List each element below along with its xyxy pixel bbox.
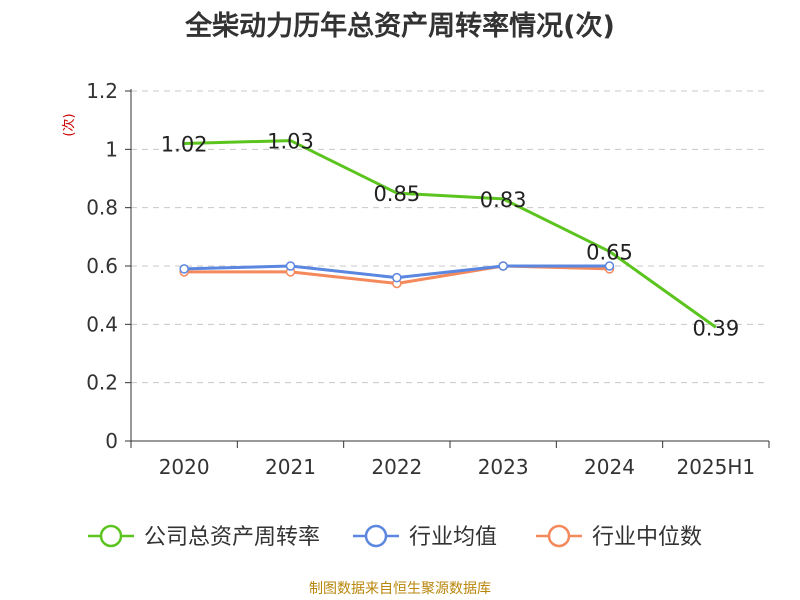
x-tick-label: 2022 (371, 455, 422, 479)
data-point (498, 261, 508, 271)
y-tick-label: 0.2 (86, 371, 118, 395)
data-label: 1.02 (161, 133, 208, 157)
legend[interactable]: 公司总资产周转率 行业均值 行业中位数 (88, 524, 702, 550)
x-tick-label: 2025H1 (676, 455, 755, 479)
data-label: 0.65 (586, 240, 633, 264)
y-tick-label: 1.2 (86, 79, 118, 103)
y-tick-label: 0.8 (86, 196, 118, 220)
legend-marker (364, 524, 388, 548)
legend-item[interactable]: 公司总资产周转率 (88, 524, 320, 550)
data-point (604, 261, 615, 271)
legend-item[interactable]: 行业均值 (353, 524, 497, 550)
x-tick-label: 2020 (159, 455, 210, 479)
data-point (392, 272, 402, 283)
legend-label: 行业均值 (409, 525, 497, 550)
data-label: 0.39 (692, 316, 739, 340)
y-tick-label: 0.4 (86, 312, 118, 336)
chart-title: 全柴动力历年总资产周转率情况(次) (185, 11, 615, 42)
y-tick-label: 1 (105, 137, 118, 161)
x-tick-label: 2021 (265, 455, 316, 479)
series-line (184, 139, 717, 329)
axes: 0 0.2 0.4 0.6 0.8 1 1.2 2020 2021 2022 2023 2024 202… (61, 79, 770, 479)
y-tick-label: 0 (105, 429, 118, 453)
y-axis-label: (次) (61, 113, 77, 136)
x-tick-label: 2023 (478, 455, 529, 479)
data-point (285, 261, 296, 271)
legend-marker (99, 524, 123, 548)
legend-label: 行业中位数 (592, 525, 702, 550)
legend-label: 公司总资产周转率 (144, 525, 320, 550)
data-label: 0.83 (480, 188, 527, 212)
data-labels: 1.02 1.03 0.85 0.83 0.65 0.39 (161, 130, 739, 341)
series-group (179, 139, 717, 329)
x-tick-label: 2024 (584, 455, 635, 479)
data-label: 1.03 (267, 130, 314, 154)
legend-marker (547, 524, 571, 548)
legend-item[interactable]: 行业中位数 (536, 524, 702, 550)
y-tick-label: 0.6 (86, 254, 118, 278)
data-point (179, 264, 189, 274)
data-label: 0.85 (373, 182, 420, 206)
source-note: 制图数据来自恒生聚源数据库 (309, 581, 491, 597)
grid-lines (131, 90, 769, 384)
